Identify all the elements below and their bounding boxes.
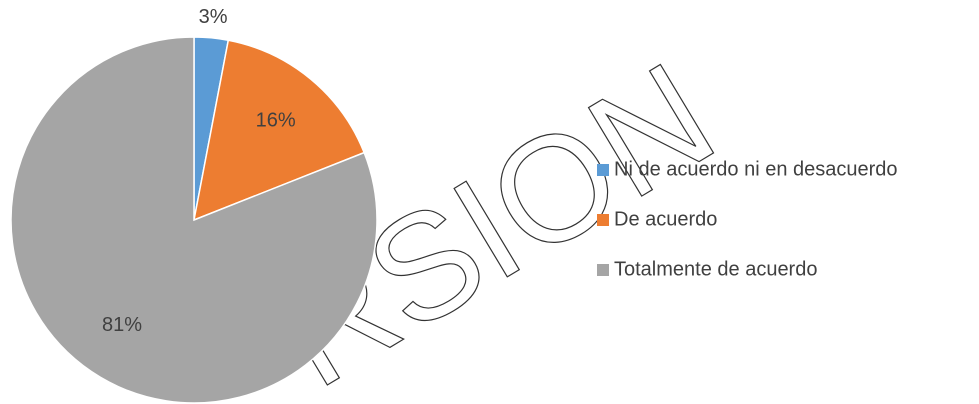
legend-swatch <box>597 164 609 176</box>
legend-swatch <box>597 264 609 276</box>
legend-label: Totalmente de acuerdo <box>614 258 817 280</box>
pie-slice <box>193 39 366 222</box>
legend-swatch <box>597 214 609 226</box>
data-label: 16% <box>256 110 296 132</box>
legend-label: Ni de acuerdo ni en desacuerdo <box>614 158 898 180</box>
data-label: 81% <box>102 314 142 336</box>
legend-label: De acuerdo <box>614 208 717 230</box>
data-label: 3% <box>199 6 228 28</box>
pie-slice <box>10 36 378 404</box>
